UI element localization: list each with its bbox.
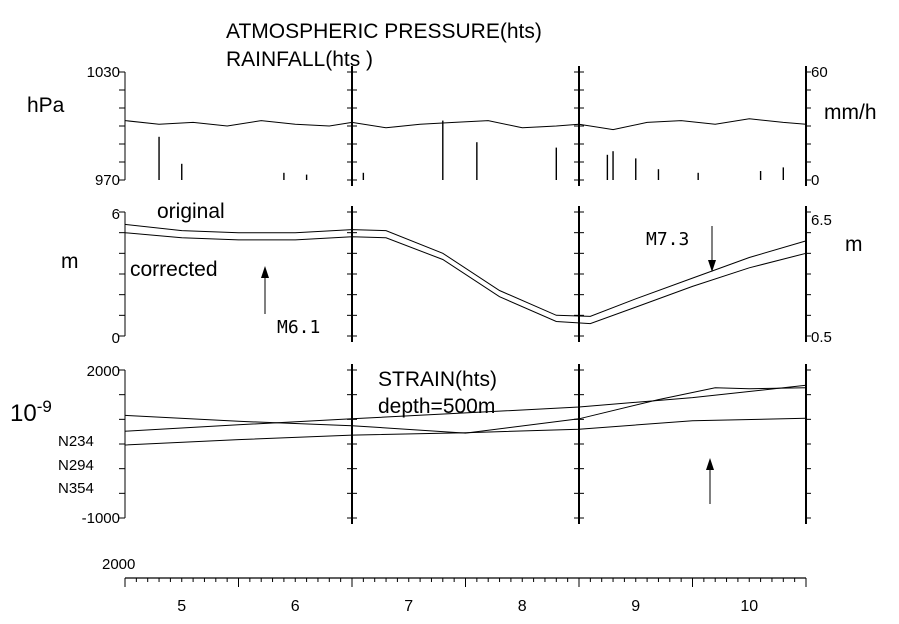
m61-arrow-head bbox=[261, 266, 269, 278]
pressure-panel-subtitle: RAINFALL(hts ) bbox=[226, 48, 373, 71]
year-label: 2000 bbox=[102, 556, 135, 573]
corrected-series-line bbox=[124, 232, 807, 325]
rainfall-min-tick-label: 0 bbox=[811, 172, 819, 189]
strain-panel-title: STRAIN(hts) bbox=[378, 368, 497, 391]
rainfall-unit-label: mm/h bbox=[824, 101, 877, 124]
strain-panel-subtitle: depth=500m bbox=[378, 395, 495, 418]
time-axis-label: 7 bbox=[404, 598, 413, 615]
m73-arrow-head bbox=[708, 260, 716, 272]
pressure-min-tick-label: 970 bbox=[95, 172, 120, 189]
strain-n294-line bbox=[124, 384, 807, 432]
pressure-series-line bbox=[124, 118, 807, 131]
strain-n354-line bbox=[124, 417, 807, 446]
series-label-n354: N354 bbox=[58, 480, 94, 497]
strain-panel-axes bbox=[119, 364, 811, 524]
original-series-label: original bbox=[157, 200, 225, 223]
level-unit-label-right: m bbox=[845, 233, 863, 256]
strain-max-tick-label: 2000 bbox=[87, 363, 120, 380]
strain-unit-label: 10-9 bbox=[10, 397, 52, 427]
series-label-n234: N234 bbox=[58, 433, 94, 450]
strain-arrow-head bbox=[706, 458, 714, 470]
m73-event-label: M7.3 bbox=[646, 229, 689, 250]
time-axis-label: 9 bbox=[631, 598, 640, 615]
level-panel-axes bbox=[119, 206, 811, 342]
rainfall-max-tick-label: 60 bbox=[811, 64, 828, 81]
time-axis-label: 6 bbox=[291, 598, 300, 615]
time-axis-label: 5 bbox=[177, 598, 186, 615]
pressure-unit-label: hPa bbox=[27, 94, 65, 117]
level-max-tick-label: 6 bbox=[112, 206, 120, 223]
level-unit-label-left: m bbox=[61, 250, 79, 273]
strain-unit-base: 10 bbox=[10, 400, 37, 427]
pressure-panel-axes bbox=[119, 66, 811, 186]
level-right-max-tick-label: 6.5 bbox=[811, 212, 832, 229]
original-series-line bbox=[124, 223, 807, 317]
level-min-tick-label: 0 bbox=[112, 330, 120, 347]
pressure-panel-title: ATMOSPHERIC PRESSURE(hts) bbox=[226, 20, 542, 43]
m61-event-label: M6.1 bbox=[277, 317, 320, 338]
strain-min-tick-label: -1000 bbox=[82, 510, 120, 527]
time-axis-label: 10 bbox=[740, 598, 758, 615]
strain-unit-exponent: -9 bbox=[37, 397, 52, 416]
rainfall-bars bbox=[158, 120, 784, 180]
time-axis: 5 6 7 8 9 10 bbox=[124, 577, 807, 615]
corrected-series-label: corrected bbox=[130, 258, 218, 281]
series-label-n294: N294 bbox=[58, 457, 94, 474]
time-axis-label: 8 bbox=[518, 598, 527, 615]
pressure-max-tick-label: 1030 bbox=[87, 64, 120, 81]
level-right-min-tick-label: 0.5 bbox=[811, 329, 832, 346]
